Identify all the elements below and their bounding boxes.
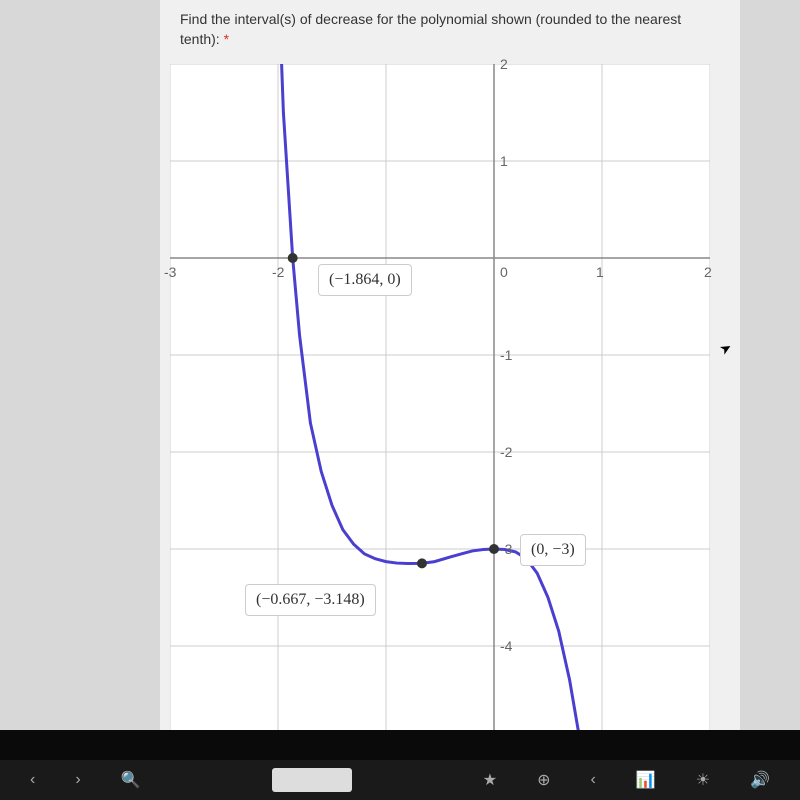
point-callout: (0, −3) — [520, 534, 586, 566]
y-tick-label: -1 — [500, 347, 512, 363]
point-callout: (−1.864, 0) — [318, 264, 412, 296]
chart-svg — [170, 64, 710, 744]
x-tick-label: 1 — [596, 264, 604, 280]
x-tick-label: 2 — [704, 264, 712, 280]
point-callout: (−0.667, −3.148) — [245, 584, 376, 616]
x-tick-label: -3 — [164, 264, 176, 280]
add-icon[interactable]: ⊕ — [537, 770, 550, 790]
brightness-icon[interactable]: ☀ — [696, 770, 710, 790]
screen-bezel — [0, 730, 800, 760]
y-tick-label: -3 — [500, 541, 512, 557]
macos-dock: ‹ › 🔍 ★ ⊕ ‹ 📊 ☀ 🔊 — [0, 760, 800, 800]
worksheet-page: Find the interval(s) of decrease for the… — [160, 0, 740, 760]
search-icon[interactable]: 🔍 — [121, 770, 141, 790]
back-icon[interactable]: ‹ — [30, 771, 35, 789]
x-tick-label: -2 — [272, 264, 284, 280]
app-preview[interactable] — [272, 768, 352, 792]
y-tick-label: 2 — [500, 56, 508, 72]
y-tick-label: -2 — [500, 444, 512, 460]
question-prompt: Find the interval(s) of decrease for the… — [180, 10, 720, 49]
required-asterisk: * — [224, 31, 229, 47]
y-tick-label: 1 — [500, 153, 508, 169]
y-tick-label: -4 — [500, 638, 512, 654]
star-icon[interactable]: ★ — [483, 770, 497, 790]
polynomial-chart: -3-2-1120-5-4-3-2-112(−1.864, 0)(0, −3)(… — [170, 64, 710, 744]
question-text: Find the interval(s) of decrease for the… — [180, 11, 681, 47]
origin-label: 0 — [500, 264, 508, 280]
stats-icon[interactable]: 📊 — [636, 770, 656, 790]
forward-icon[interactable]: › — [75, 771, 80, 789]
volume-icon[interactable]: 🔊 — [750, 770, 770, 790]
prev-icon[interactable]: ‹ — [590, 771, 595, 789]
